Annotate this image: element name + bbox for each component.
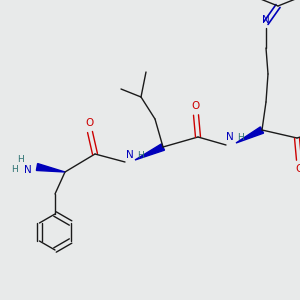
Text: N: N [126,150,134,160]
Text: N: N [262,15,270,25]
Text: N: N [226,132,234,142]
Text: N: N [240,0,248,1]
Text: O: O [86,118,94,128]
Polygon shape [236,127,264,143]
Text: H: H [18,155,24,164]
Text: O: O [295,164,300,174]
Text: H: H [237,133,243,142]
Text: H: H [136,151,143,160]
Polygon shape [135,144,164,160]
Text: O: O [192,101,200,111]
Text: N: N [24,165,32,175]
Text: H: H [12,166,18,175]
Polygon shape [36,164,65,172]
